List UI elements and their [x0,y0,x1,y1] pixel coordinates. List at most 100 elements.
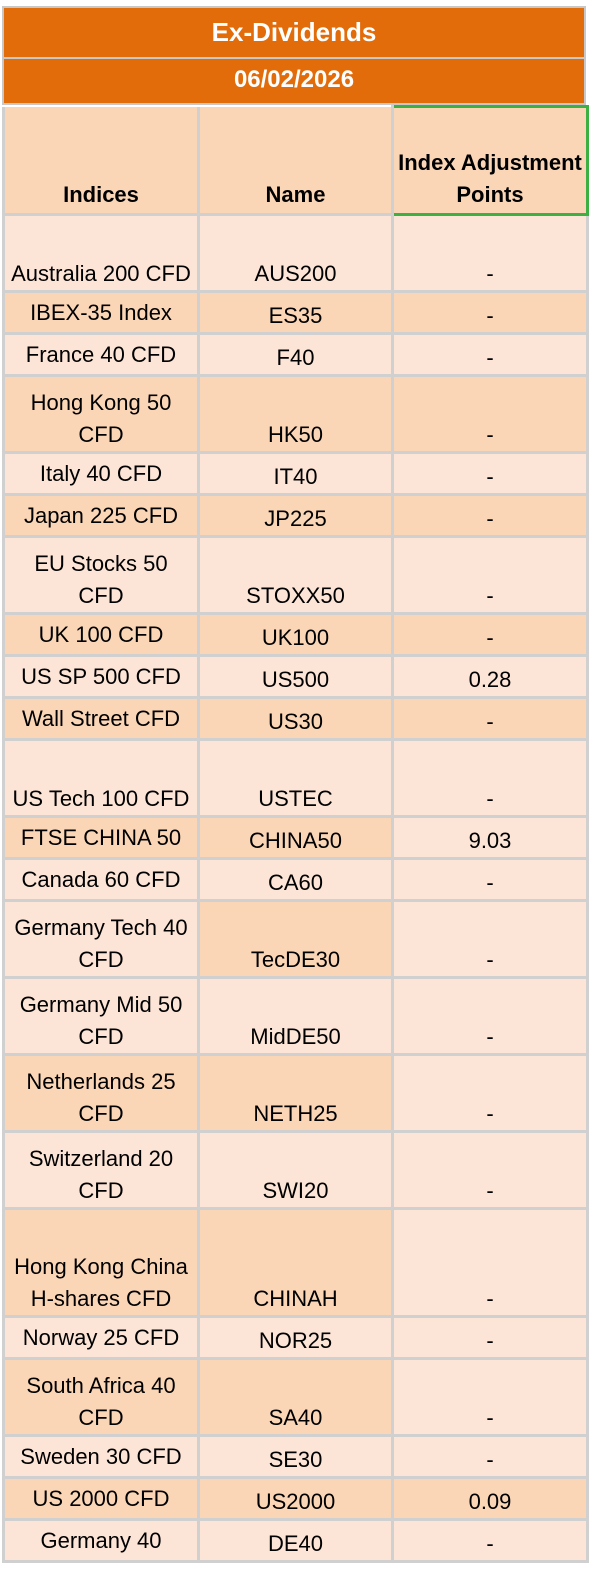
cell-index[interactable]: Wall Street CFD [2,696,200,741]
sheet-date: 06/02/2026 [2,59,586,105]
cell-name[interactable]: SWI20 [197,1130,394,1210]
cell-points[interactable]: - [391,976,589,1056]
table-row: Italy 40 CFD IT40 - [2,451,589,496]
cell-index[interactable]: Italy 40 CFD [2,451,200,496]
cell-index[interactable]: IBEX-35 Index [2,290,200,335]
table-row: Japan 225 CFD JP225 - [2,493,589,538]
cell-points[interactable]: 0.28 [391,654,589,699]
table-header-row: Indices Name Index Adjustment Points [2,105,589,216]
cell-index[interactable]: Australia 200 CFD [2,213,200,293]
table-row: Germany Mid 50 CFD MidDE50 - [2,976,589,1056]
cell-name[interactable]: US500 [197,654,394,699]
cell-points[interactable]: - [391,535,589,615]
table-row: Canada 60 CFD CA60 - [2,857,589,902]
column-header-name[interactable]: Name [197,106,394,216]
cell-points[interactable]: - [391,451,589,496]
table-row: Netherlands 25 CFD NETH25 - [2,1053,589,1133]
table-row: Sweden 30 CFD SE30 - [2,1434,589,1479]
sheet-title: Ex-Dividends [2,6,586,59]
cell-name[interactable]: F40 [197,332,394,377]
cell-name[interactable]: STOXX50 [197,535,394,615]
cell-points[interactable]: - [391,612,589,657]
cell-name[interactable]: USTEC [197,738,394,818]
cell-index[interactable]: Hong Kong China H-shares CFD [2,1207,200,1318]
table-row: Germany Tech 40 CFD TecDE30 - [2,899,589,979]
cell-points[interactable]: - [391,1518,589,1563]
cell-name[interactable]: IT40 [197,451,394,496]
cell-name[interactable]: CHINAH [197,1207,394,1318]
table-row: Norway 25 CFD NOR25 - [2,1315,589,1360]
cell-index[interactable]: Switzerland 20 CFD [2,1130,200,1210]
cell-index[interactable]: Germany Tech 40 CFD [2,899,200,979]
cell-points[interactable]: - [391,1434,589,1479]
cell-index[interactable]: Sweden 30 CFD [2,1434,200,1479]
cell-name[interactable]: HK50 [197,374,394,454]
table-row: IBEX-35 Index ES35 - [2,290,589,335]
cell-name[interactable]: AUS200 [197,213,394,293]
table-row: Australia 200 CFD AUS200 - [2,213,589,293]
cell-points[interactable]: - [391,290,589,335]
cell-name[interactable]: ES35 [197,290,394,335]
table-row: Hong Kong China H-shares CFD CHINAH - [2,1207,589,1318]
table-row: US SP 500 CFD US500 0.28 [2,654,589,699]
table-row: Germany 40 DE40 - [2,1518,589,1563]
cell-points[interactable]: - [391,493,589,538]
cell-name[interactable]: MidDE50 [197,976,394,1056]
cell-index[interactable]: Germany Mid 50 CFD [2,976,200,1056]
cell-name[interactable]: SA40 [197,1357,394,1437]
table-row: South Africa 40 CFD SA40 - [2,1357,589,1437]
cell-name[interactable]: DE40 [197,1518,394,1563]
cell-name[interactable]: JP225 [197,493,394,538]
cell-points[interactable]: - [391,1357,589,1437]
cell-index[interactable]: US 2000 CFD [2,1476,200,1521]
cell-index[interactable]: Japan 225 CFD [2,493,200,538]
cell-points[interactable]: - [391,696,589,741]
cell-index[interactable]: US SP 500 CFD [2,654,200,699]
cell-points[interactable]: - [391,899,589,979]
cell-name[interactable]: TecDE30 [197,899,394,979]
ex-dividends-table: Indices Name Index Adjustment Points Aus… [2,105,589,1563]
cell-points[interactable]: 0.09 [391,1476,589,1521]
cell-points[interactable]: - [391,857,589,902]
cell-name[interactable]: NOR25 [197,1315,394,1360]
table-row: US Tech 100 CFD USTEC - [2,738,589,818]
column-header-adjustment-points[interactable]: Index Adjustment Points [391,105,589,216]
table-row: UK 100 CFD UK100 - [2,612,589,657]
cell-name[interactable]: SE30 [197,1434,394,1479]
cell-index[interactable]: FTSE CHINA 50 [2,815,200,860]
cell-points[interactable]: - [391,1315,589,1360]
table-row: FTSE CHINA 50 CHINA50 9.03 [2,815,589,860]
cell-points[interactable]: - [391,1130,589,1210]
cell-points[interactable]: - [391,213,589,293]
cell-index[interactable]: UK 100 CFD [2,612,200,657]
cell-points[interactable]: - [391,738,589,818]
cell-index[interactable]: US Tech 100 CFD [2,738,200,818]
cell-points[interactable]: 9.03 [391,815,589,860]
cell-index[interactable]: Netherlands 25 CFD [2,1053,200,1133]
table-row: Hong Kong 50 CFD HK50 - [2,374,589,454]
cell-index[interactable]: Germany 40 [2,1518,200,1563]
cell-name[interactable]: US2000 [197,1476,394,1521]
cell-name[interactable]: CHINA50 [197,815,394,860]
cell-index[interactable]: Norway 25 CFD [2,1315,200,1360]
table-row: Switzerland 20 CFD SWI20 - [2,1130,589,1210]
cell-points[interactable]: - [391,1207,589,1318]
cell-points[interactable]: - [391,332,589,377]
table-row: US 2000 CFD US2000 0.09 [2,1476,589,1521]
cell-index[interactable]: Hong Kong 50 CFD [2,374,200,454]
column-header-indices[interactable]: Indices [2,106,200,216]
cell-index[interactable]: South Africa 40 CFD [2,1357,200,1437]
ex-dividends-sheet: Ex-Dividends 06/02/2026 Indices Name Ind… [2,6,589,1563]
cell-index[interactable]: France 40 CFD [2,332,200,377]
cell-index[interactable]: EU Stocks 50 CFD [2,535,200,615]
cell-name[interactable]: US30 [197,696,394,741]
cell-name[interactable]: CA60 [197,857,394,902]
table-row: EU Stocks 50 CFD STOXX50 - [2,535,589,615]
cell-points[interactable]: - [391,1053,589,1133]
cell-name[interactable]: NETH25 [197,1053,394,1133]
cell-name[interactable]: UK100 [197,612,394,657]
cell-points[interactable]: - [391,374,589,454]
table-row: France 40 CFD F40 - [2,332,589,377]
table-row: Wall Street CFD US30 - [2,696,589,741]
cell-index[interactable]: Canada 60 CFD [2,857,200,902]
